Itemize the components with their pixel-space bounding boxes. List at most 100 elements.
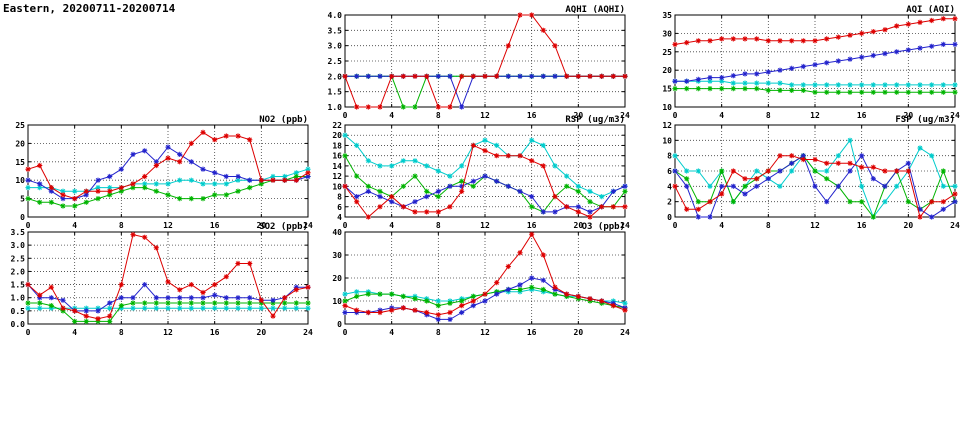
svg-text:2.5: 2.5	[328, 57, 343, 66]
svg-text:0.0: 0.0	[11, 320, 26, 329]
svg-text:24: 24	[303, 221, 313, 230]
svg-text:30: 30	[332, 251, 342, 260]
svg-text:1.0: 1.0	[11, 294, 26, 303]
svg-text:3.5: 3.5	[328, 26, 343, 35]
svg-text:25: 25	[662, 48, 672, 57]
svg-text:12: 12	[163, 221, 173, 230]
svg-text:24: 24	[620, 221, 630, 230]
svg-text:30: 30	[662, 29, 672, 38]
svg-text:FSP (ug/m3): FSP (ug/m3)	[895, 115, 955, 125]
svg-text:16: 16	[332, 152, 342, 161]
svg-text:8: 8	[119, 328, 124, 337]
svg-text:12: 12	[480, 221, 490, 230]
chart-svg: 0 4 8 12 16 20 24 10 15 20 25 30 35 AQI (AQI)	[662, 5, 960, 120]
chart-o3: 0 4 8 12 16 20 24 0 10 20 30 40 O3 (ppb)	[317, 219, 631, 343]
svg-text:8: 8	[119, 221, 124, 230]
svg-text:20: 20	[574, 221, 584, 230]
svg-text:0: 0	[343, 221, 348, 230]
svg-text:1.5: 1.5	[11, 281, 26, 290]
svg-text:24: 24	[620, 328, 630, 337]
svg-text:8: 8	[766, 221, 771, 230]
chart-rsp: 0 4 8 12 16 20 24 4 6 8 10 12 14 16 18 20 22 RSP (ug/m3)	[317, 112, 631, 236]
svg-text:RSP (ug/m3): RSP (ug/m3)	[565, 115, 625, 125]
svg-text:12: 12	[810, 111, 820, 120]
svg-text:4: 4	[72, 221, 77, 230]
svg-text:0: 0	[26, 328, 31, 337]
svg-text:4: 4	[389, 221, 394, 230]
svg-text:20: 20	[332, 274, 342, 283]
svg-text:6: 6	[337, 203, 342, 212]
svg-text:16: 16	[527, 328, 537, 337]
svg-text:NO2 (ppb): NO2 (ppb)	[259, 115, 308, 125]
svg-text:12: 12	[662, 121, 672, 130]
chart-svg: 0 4 8 12 16 20 24 0 5 10 15 20 25 NO2 (ppb)	[15, 115, 313, 230]
svg-text:8: 8	[766, 111, 771, 120]
svg-text:10: 10	[332, 297, 342, 306]
svg-text:O3 (ppb): O3 (ppb)	[582, 222, 625, 232]
svg-text:AQI (AQI): AQI (AQI)	[906, 5, 955, 15]
svg-text:40: 40	[332, 228, 342, 237]
svg-text:8: 8	[436, 221, 441, 230]
chart-aqhi: 0 4 8 12 16 20 24 1.0 1.5 2.0 2.5 3.0 3.5 4.0 AQHI (AQ…	[317, 2, 631, 126]
svg-text:0.5: 0.5	[11, 307, 26, 316]
svg-text:SO2 (ppb): SO2 (ppb)	[259, 222, 308, 232]
svg-text:24: 24	[950, 111, 960, 120]
svg-text:20: 20	[662, 66, 672, 75]
svg-text:20: 20	[904, 111, 914, 120]
svg-text:2.0: 2.0	[11, 267, 26, 276]
svg-text:20: 20	[574, 111, 584, 120]
svg-text:10: 10	[662, 136, 672, 145]
svg-text:20: 20	[574, 328, 584, 337]
svg-text:24: 24	[303, 328, 313, 337]
svg-text:16: 16	[210, 328, 220, 337]
svg-text:16: 16	[527, 221, 537, 230]
svg-text:3.5: 3.5	[11, 228, 26, 237]
svg-text:15: 15	[662, 85, 672, 94]
svg-text:1.0: 1.0	[328, 103, 343, 112]
svg-text:0: 0	[26, 221, 31, 230]
svg-text:3.0: 3.0	[11, 241, 26, 250]
svg-text:12: 12	[480, 328, 490, 337]
svg-text:4: 4	[389, 111, 394, 120]
chart-svg: 0 4 8 12 16 20 24 0.0 0.5 1.0 1.5 2.0 2.5 3.0 3.5 SO2 (…	[11, 222, 313, 337]
chart-no2: 0 4 8 12 16 20 24 0 5 10 15 20 25 NO2 (ppb)	[0, 112, 314, 236]
svg-text:0: 0	[343, 328, 348, 337]
svg-text:20: 20	[332, 131, 342, 140]
svg-text:4: 4	[667, 182, 672, 191]
svg-text:4: 4	[719, 111, 724, 120]
svg-text:35: 35	[662, 11, 672, 20]
svg-text:22: 22	[332, 121, 342, 130]
page-title: Eastern, 20200711-20200714	[3, 2, 176, 15]
svg-text:0: 0	[343, 111, 348, 120]
svg-text:AQHI (AQHI): AQHI (AQHI)	[565, 5, 625, 15]
svg-text:16: 16	[210, 221, 220, 230]
svg-text:20: 20	[15, 139, 25, 148]
svg-text:12: 12	[810, 221, 820, 230]
chart-fsp: 0 4 8 12 16 20 24 0 2 4 6 8 10 12 FSP (ug/m3)	[647, 112, 961, 236]
svg-text:4.0: 4.0	[328, 11, 343, 20]
svg-text:6: 6	[667, 167, 672, 176]
svg-text:2.5: 2.5	[11, 254, 26, 263]
svg-text:4: 4	[337, 213, 342, 222]
svg-text:16: 16	[527, 111, 537, 120]
svg-text:25: 25	[15, 121, 25, 130]
svg-text:20: 20	[904, 221, 914, 230]
svg-text:16: 16	[857, 111, 867, 120]
svg-text:10: 10	[332, 182, 342, 191]
chart-aqi: 0 4 8 12 16 20 24 10 15 20 25 30 35 AQI (AQI)	[647, 2, 961, 126]
svg-text:0: 0	[667, 213, 672, 222]
svg-text:4: 4	[389, 328, 394, 337]
svg-text:2: 2	[667, 198, 672, 207]
svg-text:0: 0	[673, 111, 678, 120]
svg-text:8: 8	[667, 152, 672, 161]
svg-text:5: 5	[20, 195, 25, 204]
svg-text:15: 15	[15, 158, 25, 167]
svg-text:12: 12	[332, 172, 342, 181]
svg-text:24: 24	[620, 111, 630, 120]
svg-text:24: 24	[950, 221, 960, 230]
svg-text:8: 8	[436, 111, 441, 120]
chart-svg: 0 4 8 12 16 20 24 1.0 1.5 2.0 2.5 3.0 3.5 4.0 AQHI (AQ…	[328, 5, 630, 120]
svg-text:12: 12	[480, 111, 490, 120]
